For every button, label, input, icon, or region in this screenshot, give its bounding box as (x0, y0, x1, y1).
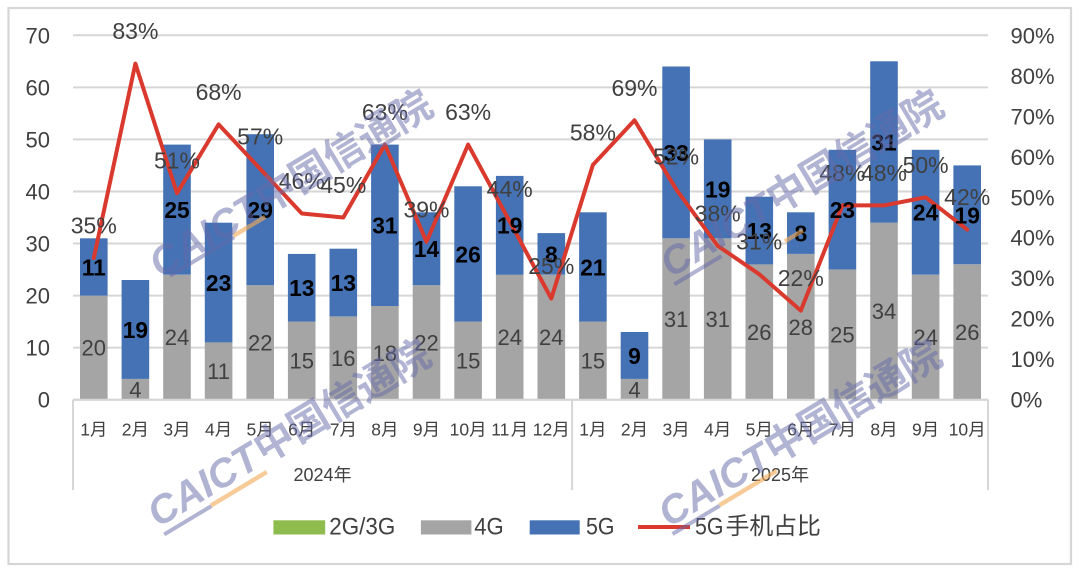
svg-text:9: 9 (628, 343, 641, 369)
svg-text:23: 23 (830, 197, 855, 223)
svg-text:21: 21 (580, 254, 606, 280)
svg-text:19: 19 (955, 202, 980, 228)
svg-text:50%: 50% (1011, 185, 1055, 210)
svg-text:2024: 2024 (294, 465, 334, 485)
svg-text:31: 31 (372, 213, 398, 239)
svg-text:26: 26 (455, 241, 480, 267)
svg-text:68%: 68% (196, 79, 242, 105)
svg-text:1: 1 (579, 420, 589, 440)
svg-text:26: 26 (747, 320, 771, 345)
svg-text:28: 28 (789, 315, 813, 340)
svg-text:24: 24 (165, 325, 189, 350)
svg-text:20: 20 (82, 336, 106, 361)
svg-text:24: 24 (913, 200, 939, 226)
svg-text:10: 10 (949, 420, 969, 440)
svg-text:31%: 31% (736, 229, 782, 255)
svg-text:25%: 25% (528, 253, 574, 279)
svg-text:40: 40 (26, 180, 50, 205)
svg-text:2: 2 (122, 420, 132, 440)
svg-text:39%: 39% (403, 196, 449, 222)
svg-text:51%: 51% (154, 148, 200, 174)
svg-text:8: 8 (371, 420, 381, 440)
svg-text:50: 50 (26, 127, 50, 152)
svg-text:9: 9 (912, 420, 922, 440)
svg-text:15: 15 (290, 349, 314, 374)
svg-text:3: 3 (663, 420, 673, 440)
svg-text:15: 15 (456, 349, 480, 374)
svg-text:22%: 22% (778, 265, 824, 291)
svg-text:9: 9 (413, 420, 423, 440)
svg-text:35%: 35% (71, 213, 117, 239)
svg-text:80%: 80% (1011, 64, 1055, 89)
svg-text:4G: 4G (474, 513, 504, 540)
svg-text:8: 8 (870, 420, 880, 440)
svg-text:4: 4 (704, 420, 714, 440)
svg-text:15: 15 (581, 349, 605, 374)
svg-text:31: 31 (664, 307, 688, 332)
svg-text:30%: 30% (1011, 266, 1055, 291)
svg-text:24: 24 (497, 325, 521, 350)
svg-text:5G: 5G (586, 513, 615, 540)
svg-text:23: 23 (206, 270, 231, 296)
svg-text:25: 25 (830, 323, 854, 348)
svg-text:52%: 52% (653, 144, 699, 170)
svg-text:13: 13 (331, 270, 356, 296)
svg-text:20%: 20% (1011, 307, 1055, 332)
svg-text:25: 25 (164, 197, 190, 223)
svg-text:48%: 48% (861, 160, 907, 186)
svg-text:11: 11 (207, 359, 230, 384)
svg-text:24: 24 (539, 325, 563, 350)
svg-text:44%: 44% (487, 176, 533, 202)
svg-text:69%: 69% (611, 75, 657, 101)
svg-text:57%: 57% (237, 123, 283, 149)
svg-text:19: 19 (497, 213, 522, 239)
svg-text:63%: 63% (445, 99, 491, 125)
svg-text:2: 2 (621, 420, 631, 440)
svg-text:8: 8 (545, 241, 558, 267)
svg-text:33: 33 (663, 140, 688, 166)
svg-text:90%: 90% (1011, 23, 1055, 48)
svg-text:13: 13 (289, 275, 314, 301)
svg-text:10%: 10% (1011, 347, 1055, 372)
svg-text:10: 10 (450, 420, 470, 440)
svg-text:42%: 42% (944, 184, 990, 210)
svg-text:50%: 50% (903, 152, 949, 178)
svg-text:1: 1 (80, 420, 90, 440)
svg-text:4: 4 (129, 377, 141, 402)
svg-text:2G/3G: 2G/3G (329, 513, 395, 540)
svg-text:7: 7 (330, 420, 340, 440)
svg-text:22: 22 (248, 330, 272, 355)
svg-text:10: 10 (26, 336, 50, 361)
svg-text:12: 12 (533, 420, 552, 440)
svg-text:70: 70 (26, 23, 50, 48)
svg-text:58%: 58% (570, 119, 616, 145)
svg-text:60%: 60% (1011, 145, 1055, 170)
svg-text:5: 5 (746, 420, 756, 440)
svg-text:83%: 83% (112, 18, 158, 44)
svg-text:31: 31 (705, 307, 729, 332)
svg-text:11: 11 (491, 420, 509, 440)
svg-text:34: 34 (872, 299, 896, 324)
svg-text:38%: 38% (695, 200, 741, 226)
svg-text:4: 4 (628, 377, 640, 402)
svg-text:0: 0 (38, 388, 50, 413)
svg-text:19: 19 (123, 317, 148, 343)
svg-text:11: 11 (82, 254, 106, 280)
svg-text:70%: 70% (1011, 104, 1055, 129)
svg-text:13: 13 (747, 218, 772, 244)
svg-text:20: 20 (26, 284, 50, 309)
svg-text:6: 6 (288, 420, 298, 440)
svg-text:26: 26 (955, 320, 979, 345)
svg-text:14: 14 (414, 236, 440, 262)
svg-text:3: 3 (163, 420, 173, 440)
svg-text:40%: 40% (1011, 226, 1055, 251)
svg-text:16: 16 (331, 346, 355, 371)
svg-text:30: 30 (26, 232, 50, 257)
svg-text:0%: 0% (1011, 388, 1043, 413)
svg-text:5: 5 (247, 420, 257, 440)
svg-text:60: 60 (26, 75, 50, 100)
svg-text:4: 4 (205, 420, 215, 440)
svg-text:19: 19 (705, 176, 730, 202)
